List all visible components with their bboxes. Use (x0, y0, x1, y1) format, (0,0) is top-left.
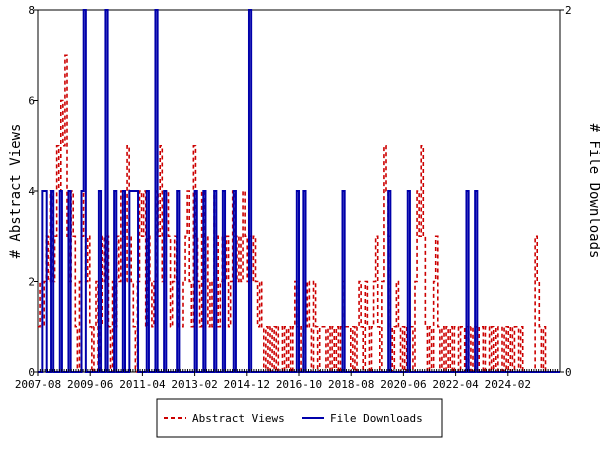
x-tick-label: 2009-06 (67, 378, 113, 391)
series-line-file-downloads (38, 9, 560, 373)
x-tick-label: 2007-08 (15, 378, 61, 391)
y-tick-label-left: 0 (28, 366, 35, 379)
y-tick-label-right: 2 (565, 4, 572, 17)
y-tick-label-left: 4 (28, 185, 35, 198)
legend-label-file-downloads: File Downloads (330, 412, 423, 425)
x-tick-label: 2018-08 (328, 378, 374, 391)
x-tick-label: 2016-10 (276, 378, 322, 391)
x-tick-label: 2020-06 (380, 378, 426, 391)
x-tick-label: 2022-04 (432, 378, 479, 391)
x-tick-label: 2011-04 (119, 378, 166, 391)
y-tick-label-left: 8 (28, 4, 35, 17)
legend-box (156, 398, 443, 438)
x-tick-label: 2013-02 (171, 378, 217, 391)
x-tick-label: 2024-02 (485, 378, 531, 391)
x-tick-label: 2014-12 (224, 378, 270, 391)
y-tick-label-left: 2 (28, 276, 35, 289)
legend: Abstract Views File Downloads (156, 398, 443, 438)
legend-label-abstract-views: Abstract Views (192, 412, 285, 425)
y-tick-label-right: 0 (565, 366, 572, 379)
y-axis-title-right: # File Downloads (586, 124, 600, 259)
y-axis-title-left: # Abstract Views (8, 124, 24, 259)
y-tick-label-left: 6 (28, 95, 35, 108)
